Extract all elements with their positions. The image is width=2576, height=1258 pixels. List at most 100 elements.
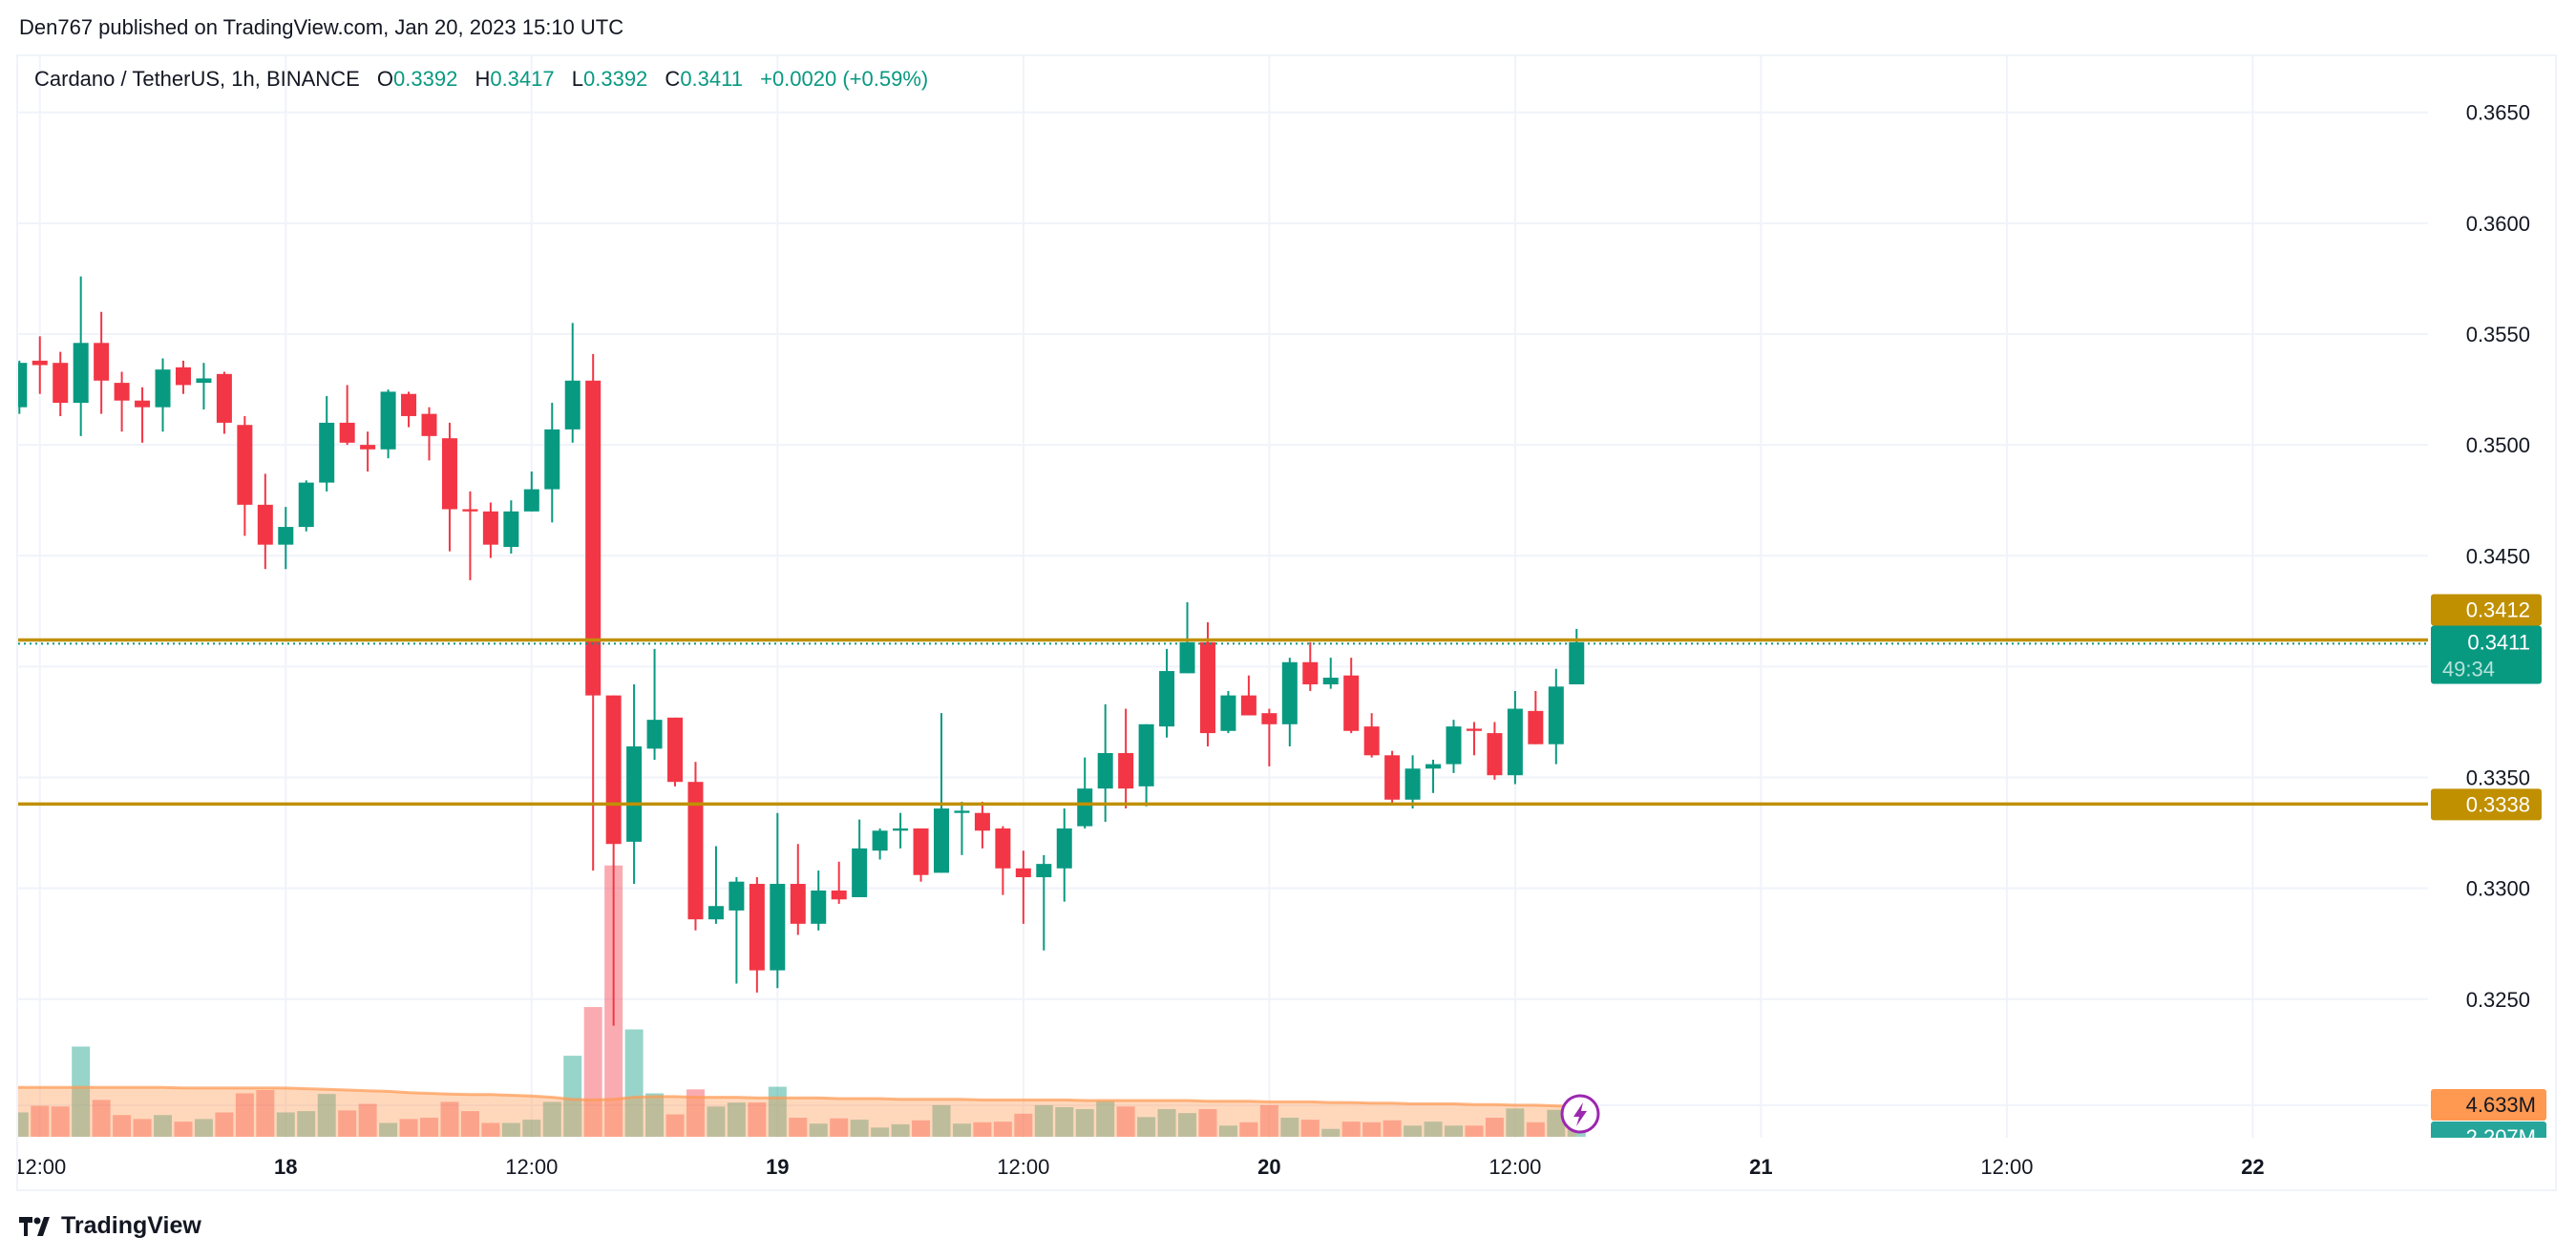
candle-body <box>32 360 48 366</box>
candle-body <box>1569 641 1585 684</box>
candle-body <box>1240 695 1256 716</box>
close-label: C <box>665 67 681 91</box>
low-label: L <box>571 67 583 91</box>
candle <box>1507 690 1523 785</box>
volume-bar <box>1157 1109 1176 1137</box>
svg-text:0.3412: 0.3412 <box>2466 598 2530 622</box>
candle-body <box>1384 755 1401 800</box>
volume-bar <box>1321 1128 1341 1137</box>
candle <box>32 336 48 394</box>
candle-body <box>934 808 949 873</box>
candle <box>605 695 622 1026</box>
brand-name: TradingView <box>61 1212 201 1239</box>
candle-body <box>1138 723 1154 786</box>
candle-body <box>728 881 745 911</box>
volume-bar <box>1485 1117 1504 1137</box>
volume-bar <box>1178 1113 1197 1137</box>
candle <box>94 311 110 414</box>
time-tick-label: 19 <box>766 1155 789 1179</box>
candle <box>1159 648 1175 738</box>
volume-bar <box>1218 1125 1237 1137</box>
time-tick-label: 12:00 <box>1489 1155 1541 1179</box>
candle-body <box>503 511 519 547</box>
volume-bar <box>952 1123 971 1137</box>
candle-body <box>298 482 314 528</box>
volume-bar <box>1198 1109 1217 1137</box>
volume-bars <box>18 865 1586 1137</box>
tradingview-logo-icon <box>19 1216 50 1236</box>
candle <box>934 713 949 873</box>
volume-bar <box>1116 1106 1135 1137</box>
candle-body <box>544 429 560 490</box>
candle <box>482 502 498 558</box>
candle-body <box>1548 686 1564 744</box>
candle-body <box>1281 661 1298 724</box>
candle-body <box>1302 661 1319 684</box>
time-tick-label: 22 <box>2241 1155 2264 1179</box>
change-value: +0.0020 (+0.59%) <box>760 67 929 91</box>
volume-bar <box>133 1119 152 1137</box>
volume-bar <box>542 1101 561 1137</box>
candle <box>831 861 847 904</box>
candle <box>626 683 643 885</box>
candle <box>319 396 335 492</box>
price-axis[interactable]: 0.36500.36000.35500.35000.34500.33500.33… <box>2466 101 2530 1012</box>
volume-bar <box>1362 1122 1382 1137</box>
candle <box>872 828 888 860</box>
candle <box>175 360 191 394</box>
candle-body <box>770 884 786 971</box>
time-axis[interactable]: 12:00 18 12:00 19 12:00 20 12:00 21 12:00 22 <box>13 1155 2265 1179</box>
volume-bar <box>809 1123 828 1137</box>
time-tick-label: 12:00 <box>1980 1155 2033 1179</box>
candle-body <box>278 527 294 545</box>
low-value: 0.3392 <box>583 67 648 91</box>
symbol-title[interactable]: Cardano / TetherUS, 1h, BINANCE <box>34 67 360 91</box>
candle-body <box>1118 752 1134 789</box>
volume-bar <box>420 1117 438 1137</box>
volume-bar <box>563 1056 582 1137</box>
candle <box>1446 720 1462 773</box>
time-tick-label: 21 <box>1749 1155 1772 1179</box>
volume-bar <box>338 1110 357 1137</box>
candle-body <box>360 445 376 450</box>
candle-body <box>1077 788 1093 827</box>
time-tick-label: 12:00 <box>505 1155 558 1179</box>
candle-body <box>626 746 643 842</box>
tradingview-logo[interactable]: TradingView <box>19 1212 201 1240</box>
candle-body <box>175 367 191 386</box>
lightning-icon[interactable] <box>1560 1094 1600 1134</box>
volume-bar <box>727 1102 746 1137</box>
candle <box>1261 708 1277 766</box>
horizontal-levels[interactable] <box>18 638 2428 807</box>
candle-body <box>401 393 417 416</box>
candle-body <box>1404 768 1421 800</box>
volume-bar <box>1526 1122 1545 1137</box>
candle <box>1179 602 1195 674</box>
candle <box>770 812 786 989</box>
volume-bar <box>379 1122 398 1137</box>
candle-body <box>421 413 437 436</box>
volume-bar <box>871 1127 890 1137</box>
candle-body <box>667 717 684 783</box>
candle <box>523 472 539 512</box>
candle <box>974 802 990 849</box>
support-price-label: 0.3338 <box>2431 788 2542 821</box>
candle-body <box>811 890 827 924</box>
volume-bar <box>686 1089 705 1137</box>
candle-body <box>257 504 273 545</box>
volume-bar <box>1445 1125 1463 1137</box>
candle <box>216 371 232 434</box>
volume-bar <box>1259 1104 1278 1137</box>
candle <box>1036 854 1052 951</box>
candle <box>1240 675 1256 716</box>
candle <box>196 363 212 409</box>
candle-body <box>1159 671 1175 727</box>
candle <box>564 323 581 443</box>
candle <box>790 844 806 935</box>
high-value: 0.3417 <box>490 67 555 91</box>
candle <box>237 415 253 536</box>
candle <box>811 870 827 931</box>
candle <box>401 391 417 428</box>
candles <box>18 276 1585 1026</box>
